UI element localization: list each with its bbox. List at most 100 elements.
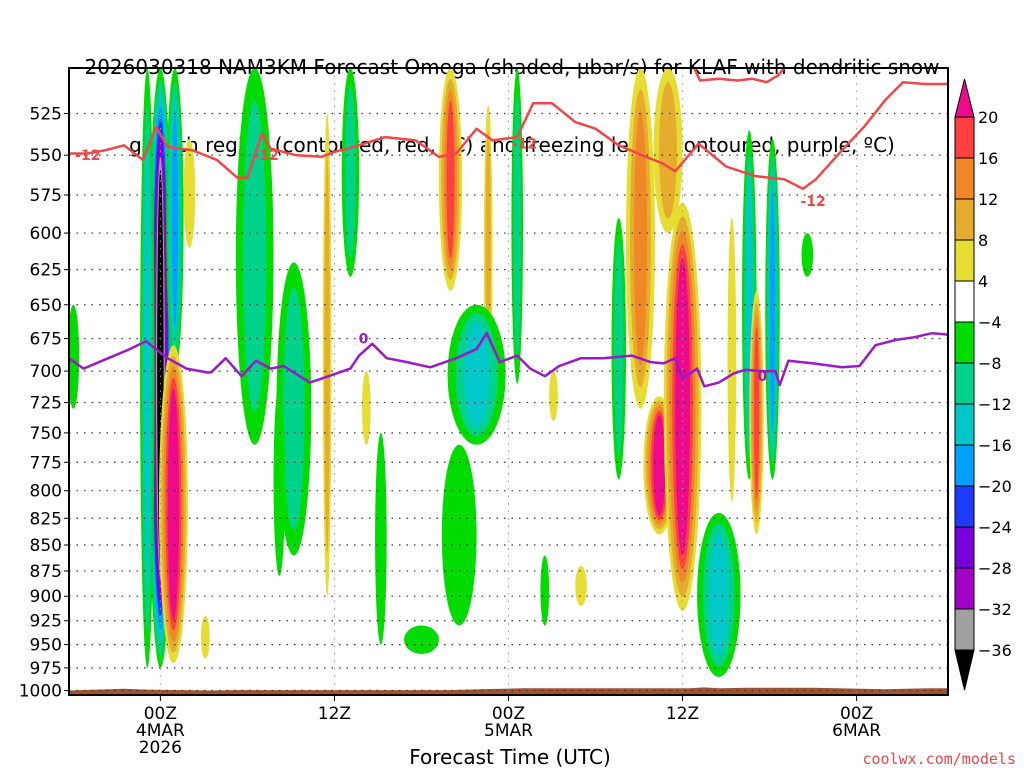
- omega-contour-fill: [169, 399, 177, 610]
- omega-feature: [276, 262, 312, 556]
- x-tick-label: 00Z: [144, 704, 177, 724]
- contour-label: -12: [800, 194, 825, 210]
- omega-feature: [273, 383, 286, 577]
- omega-feature: [447, 304, 506, 445]
- y-tick-label: 550: [30, 146, 62, 166]
- omega-feature: [69, 304, 80, 409]
- credit-link[interactable]: coolwx.com/models: [862, 750, 1016, 768]
- omega-contour-fill: [659, 82, 677, 219]
- omega-feature: [575, 565, 587, 607]
- colorbar-swatch: [954, 198, 975, 241]
- colorbar-swatch: [954, 526, 975, 569]
- omega-contour-fill: [655, 419, 664, 511]
- contour-label: -12: [254, 148, 279, 164]
- y-tick-label: 1000: [19, 682, 62, 702]
- omega-feature: [166, 68, 184, 372]
- contour-line: [693, 68, 786, 84]
- omega-feature: [322, 113, 332, 597]
- colorbar-label: −36: [978, 641, 1012, 660]
- contour-label: 0: [359, 332, 369, 348]
- y-tick-label: 525: [30, 104, 62, 124]
- omega-feature: [625, 68, 655, 409]
- colorbar-label: −24: [978, 518, 1012, 537]
- omega-contour-fill: [171, 112, 178, 327]
- omega-feature: [441, 444, 477, 626]
- contour-line: [69, 80, 948, 190]
- contour-label: 0: [757, 369, 767, 385]
- x-tick-label: 4MAR: [136, 721, 185, 741]
- y-tick-label: 750: [30, 424, 62, 444]
- omega-contour-fill: [801, 233, 814, 277]
- omega-contour-fill: [200, 615, 210, 659]
- colorbar-swatch: [954, 239, 975, 282]
- omega-contour-fill: [540, 555, 550, 626]
- y-tick-label: 675: [30, 330, 62, 350]
- omega-contour-fill: [709, 533, 729, 657]
- colorbar-label: 16: [978, 149, 998, 168]
- omega-contour-fill: [324, 155, 330, 555]
- omega-contour-fill: [345, 86, 356, 259]
- colorbar-label: −12: [978, 395, 1012, 414]
- omega-contour-fill: [614, 240, 624, 457]
- colorbar-swatch: [954, 567, 975, 610]
- omega-feature: [727, 218, 737, 502]
- contour-dendritic-growth: -12 -12 -12 -12: [69, 80, 948, 210]
- omega-contour-fill: [144, 142, 151, 593]
- colorbar-label: 8: [978, 231, 988, 250]
- colorbar-swatch: [954, 157, 975, 200]
- y-tick-label: 700: [30, 362, 62, 382]
- y-tick-label: 650: [30, 296, 62, 316]
- colorbar-label: −28: [978, 559, 1012, 578]
- y-tick-label: 850: [30, 536, 62, 556]
- omega-feature: [697, 512, 741, 677]
- colorbar-label: 12: [978, 190, 998, 209]
- omega-feature: [404, 625, 439, 654]
- y-tick-label: 800: [30, 482, 62, 502]
- omega-contour-fill: [404, 625, 439, 654]
- omega-contour-fill: [634, 110, 647, 367]
- x-tick-label: 12Z: [318, 704, 351, 724]
- omega-contour-fill: [575, 565, 587, 607]
- omega-feature: [540, 555, 550, 626]
- x-tick-label: 5MAR: [484, 721, 533, 741]
- colorbar-label: 20: [978, 108, 998, 127]
- omega-feature: [749, 290, 764, 535]
- omega-feature: [375, 432, 387, 645]
- contour-dendritic-growth: [693, 68, 786, 84]
- omega-contour-fill: [513, 95, 521, 357]
- omega-feature: [611, 218, 626, 480]
- contour-freezing-level: 00: [69, 331, 948, 388]
- omega-contour-fill: [283, 287, 305, 531]
- colorbar-label: −8: [978, 354, 1002, 373]
- omega-contour-fill: [69, 304, 80, 409]
- x-tick-label: 2026: [139, 738, 182, 758]
- colorbar: 20 16 12 8 4 −4 −8 −12 −16 −20 −24 −28 −32 −36: [954, 78, 1012, 691]
- contour-label: -12: [75, 148, 100, 164]
- x-tick-label: 12Z: [666, 704, 699, 724]
- colorbar-swatch: [954, 444, 975, 487]
- omega-feature: [801, 233, 814, 277]
- omega-feature: [549, 371, 558, 421]
- omega-contour-fill: [243, 100, 267, 413]
- colorbar-label: −16: [978, 436, 1012, 455]
- y-tick-label: 950: [30, 636, 62, 656]
- omega-feature: [653, 68, 683, 234]
- contour-label: -12: [512, 137, 537, 153]
- omega-feature: [140, 68, 155, 668]
- omega-contour-fill: [769, 188, 776, 430]
- x-tick-label: 00Z: [492, 704, 525, 724]
- omega-contour-fill: [273, 383, 286, 577]
- omega-feature: [200, 615, 210, 659]
- y-axis: 525 550 575 600 625 650 675 700 725 750 775 800 825 8…: [19, 104, 69, 702]
- omega-contour-fill: [375, 432, 387, 645]
- omega-shading: [69, 68, 814, 677]
- omega-contour-fill: [549, 371, 558, 421]
- y-tick-label: 775: [30, 453, 62, 473]
- y-tick-label: 825: [30, 509, 62, 529]
- contour-line: [69, 331, 948, 388]
- omega-contour-fill: [441, 444, 477, 626]
- colorbar-extend-max: [954, 78, 975, 118]
- x-axis-label: Forecast Time (UTC): [409, 745, 611, 768]
